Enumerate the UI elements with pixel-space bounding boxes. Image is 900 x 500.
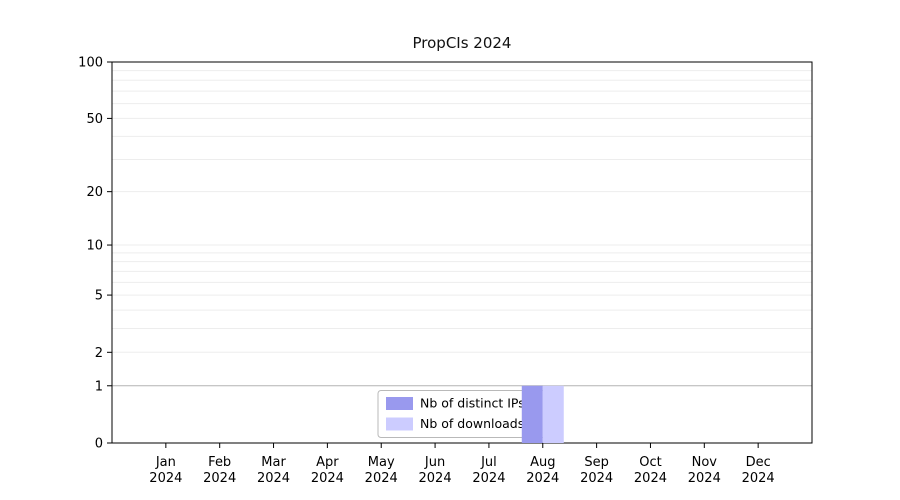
bar-aug-series1 [542,385,564,443]
x-tick-label-month: Jul [480,455,497,470]
x-tick-label-year: 2024 [580,471,613,486]
legend: Nb of distinct IPs Nb of downloads [377,390,549,438]
legend-label-downloads: Nb of downloads [420,416,524,431]
x-tick-label-month: Nov [692,455,718,470]
axis-layer: 0125102050100Jan2024Feb2024Mar2024Apr202… [78,56,813,486]
plot-border [111,61,813,444]
y-tick-label: 5 [95,289,103,304]
grid-layer [112,61,812,387]
bars-layer [521,385,564,443]
x-tick-label-year: 2024 [149,471,182,486]
x-tick-label-month: Oct [639,455,661,470]
x-tick-label-month: Feb [208,455,231,470]
x-tick-label-year: 2024 [688,471,721,486]
x-tick-label-year: 2024 [634,471,667,486]
x-tick-label-month: Jun [424,455,445,470]
x-tick-label-year: 2024 [311,471,344,486]
y-tick-label: 10 [86,239,103,254]
chart-title: PropCIs 2024 [412,34,512,52]
x-tick-label-year: 2024 [419,471,452,486]
y-tick-label: 50 [86,112,103,127]
x-tick-label-month: Apr [316,455,339,470]
bar-aug-series0 [521,385,543,443]
x-tick-label-month: Aug [530,455,555,470]
x-tick-label-year: 2024 [365,471,398,486]
x-tick-label-month: Sep [584,455,609,470]
y-tick-label: 20 [86,185,103,200]
x-tick-label-year: 2024 [472,471,505,486]
x-tick-label-year: 2024 [257,471,290,486]
x-tick-label-month: Jan [155,455,176,470]
x-tick-label-year: 2024 [203,471,236,486]
legend-swatch-distinct-ips [386,397,413,410]
legend-swatch-downloads [386,417,413,431]
x-tick-label-month: May [368,455,395,470]
y-tick-label: 100 [78,56,103,71]
y-tick-label: 1 [95,379,103,394]
y-tick-label: 2 [95,346,103,361]
x-tick-label-year: 2024 [742,471,775,486]
x-tick-label-month: Mar [261,455,286,470]
x-tick-label-year: 2024 [526,471,559,486]
legend-label-distinct-ips: Nb of distinct IPs [420,396,525,411]
y-tick-label: 0 [95,437,103,452]
x-tick-label-month: Dec [746,455,771,470]
